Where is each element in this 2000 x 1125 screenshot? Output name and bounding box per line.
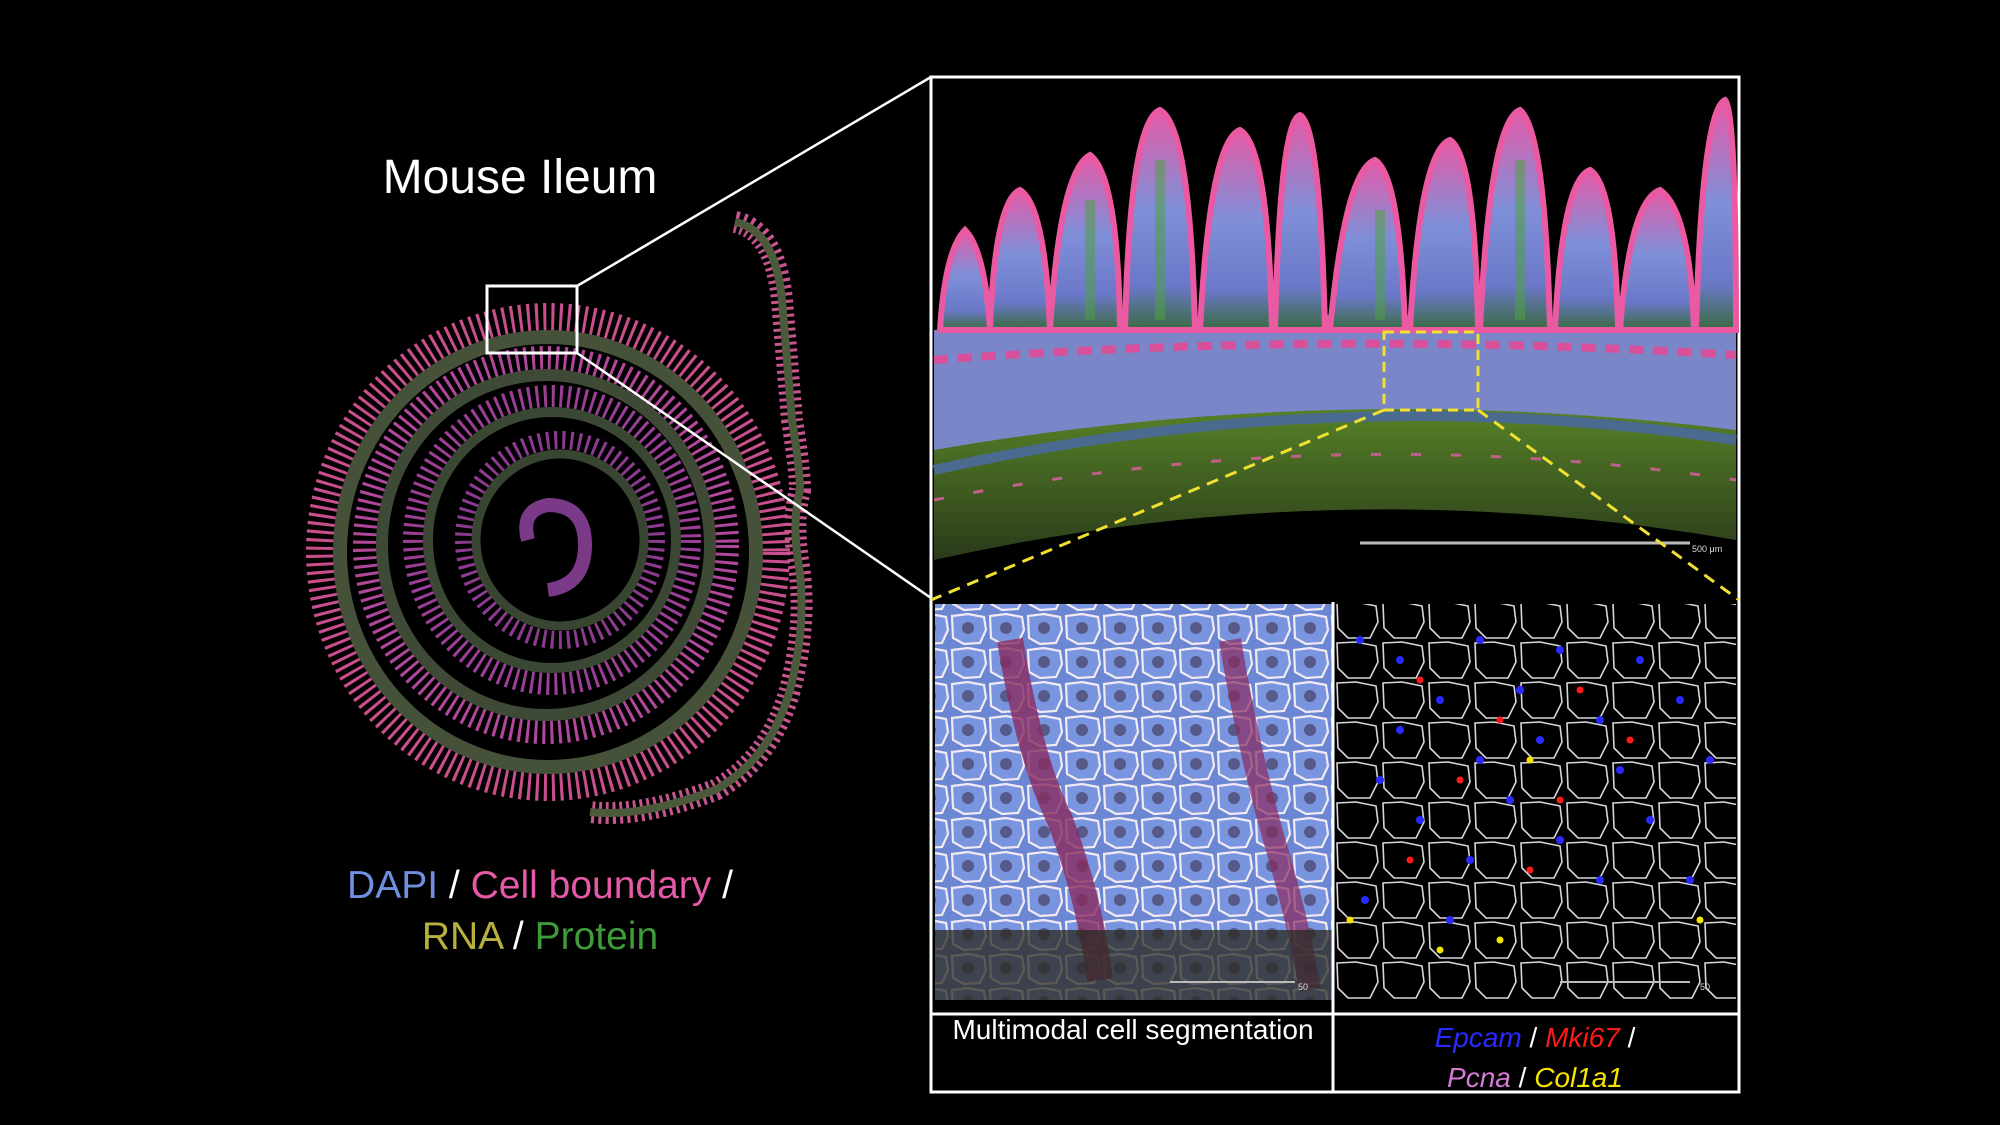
segmentation-label: Multimodal cell segmentation <box>952 1014 1314 1045</box>
gene-separator: / <box>1518 1062 1527 1093</box>
gene-pcna: Pcna <box>1447 1062 1511 1093</box>
inset-connector-right <box>1477 408 1740 602</box>
scale-bar-bottom-right-label: 50 <box>1700 982 1710 992</box>
detail-panel-border <box>929 75 1741 1094</box>
stain-legend: DAPI / Cell boundary / RNA / Protein <box>290 860 790 962</box>
figure-title: Mouse Ileum <box>382 151 658 204</box>
legend-rna: RNA <box>421 915 503 958</box>
gene-col1a1: Col1a1 <box>1534 1062 1623 1093</box>
scale-bar-top-label: 500 μm <box>1692 544 1722 554</box>
crypt-inset-box <box>1382 330 1480 412</box>
gene-separator: / <box>1627 1022 1636 1053</box>
legend-protein: Protein <box>534 915 659 958</box>
transcript-dots-image: 50 <box>1336 604 1736 1000</box>
ileum-overview-image <box>306 211 813 825</box>
gene-legend: Epcam / Mki67 / Pcna / Col1a1 <box>1333 1018 1737 1098</box>
scale-bar-bottom-left-label: 50 <box>1298 982 1308 992</box>
legend-cell-boundary: Cell boundary <box>470 864 712 907</box>
villi-detail-image: 500 μm <box>932 80 1740 562</box>
legend-dapi: DAPI <box>347 864 439 907</box>
zoom-connector-bottom <box>576 351 932 600</box>
inset-connector-left <box>930 408 1385 602</box>
legend-separator: / <box>722 864 733 907</box>
overview-zoom-box <box>485 284 579 355</box>
legend-separator: / <box>512 915 524 958</box>
zoom-connector-top <box>576 75 932 288</box>
gene-separator: / <box>1529 1022 1538 1053</box>
segmentation-image: 50 <box>935 604 1332 1000</box>
legend-separator: / <box>448 864 460 907</box>
gene-mki67: Mki67 <box>1545 1022 1620 1053</box>
gene-epcam: Epcam <box>1434 1022 1522 1053</box>
